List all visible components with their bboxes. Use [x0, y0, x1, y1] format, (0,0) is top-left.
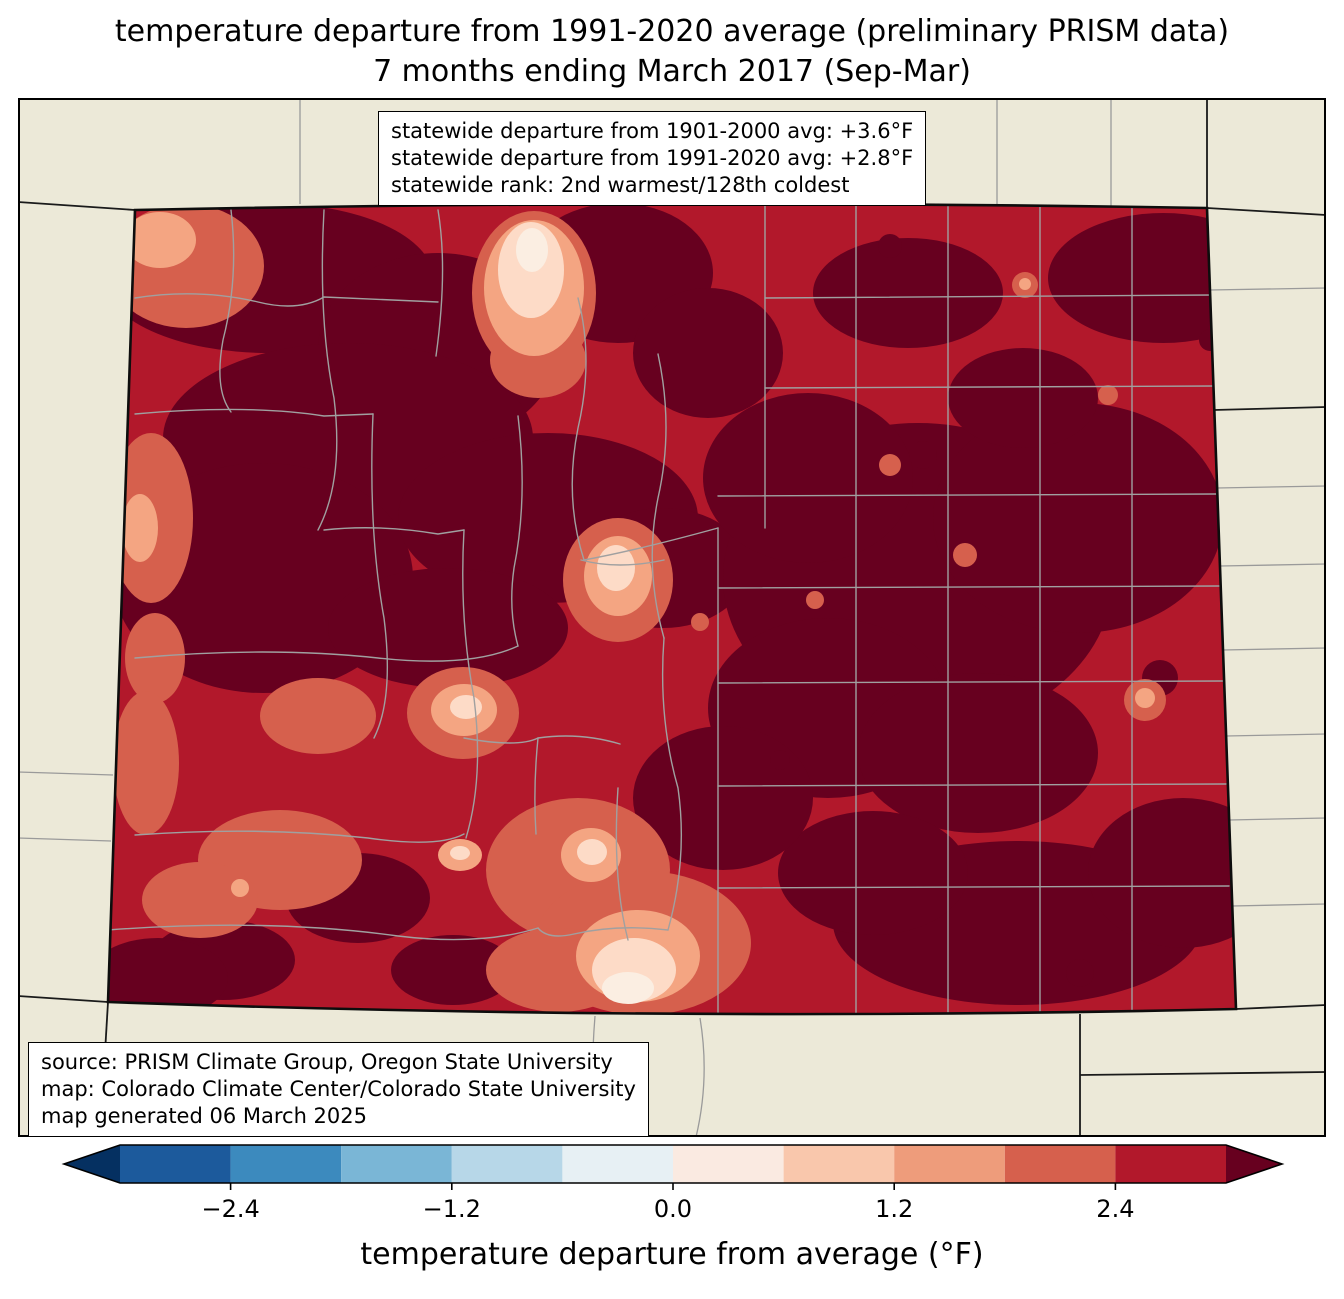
colorbar-tick-label: 1.2	[875, 1195, 914, 1223]
colorbar-segments	[120, 1145, 1226, 1183]
county-boundaries	[108, 203, 1230, 1015]
near-average-spots	[516, 228, 654, 1004]
colorbar-over-arrow	[1226, 1145, 1282, 1183]
stats-line-3: statewide rank: 2nd warmest/128th coldes…	[391, 172, 850, 197]
source-line-2: map: Colorado Climate Center/Colorado St…	[41, 1076, 636, 1101]
colorbar-tick-label: 2.4	[1096, 1195, 1135, 1223]
colorbar-tick-label: −1.2	[422, 1195, 481, 1223]
colorbar-axis-label: temperature departure from average (°F)	[360, 1237, 984, 1272]
source-box: source: PRISM Climate Group, Oregon Stat…	[28, 1042, 649, 1137]
axes-frame	[18, 98, 1326, 1137]
figure-title: temperature departure from 1991-2020 ave…	[0, 12, 1344, 91]
map-canvas: statewide departure from 1901-2000 avg: …	[18, 98, 1326, 1137]
colorbar-tick-label: −2.4	[201, 1195, 260, 1223]
source-line-1: source: PRISM Climate Group, Oregon Stat…	[41, 1050, 613, 1074]
stats-line-2: statewide departure from 1991-2020 avg: …	[391, 145, 914, 170]
colorbar-tick-marks	[229, 1183, 1117, 1190]
colorbar-svg	[61, 1144, 1285, 1190]
stats-box: statewide departure from 1901-2000 avg: …	[378, 111, 927, 206]
colorado-map-svg	[18, 98, 1326, 1137]
colorbar-outline	[61, 1144, 1285, 1184]
colorbar: −2.4 −1.2 0.0 1.2 2.4	[30, 1143, 1314, 1235]
colorbar-under-arrow	[64, 1145, 120, 1183]
stats-line-1: statewide departure from 1901-2000 avg: …	[391, 119, 914, 143]
title-line-2: 7 months ending March 2017 (Sep-Mar)	[373, 53, 971, 89]
colorbar-tick-label: 0.0	[653, 1195, 693, 1223]
neighbor-state-lines	[18, 98, 1326, 1137]
title-line-1: temperature departure from 1991-2020 ave…	[114, 14, 1230, 49]
source-line-3: map generated 06 March 2025	[41, 1103, 368, 1128]
